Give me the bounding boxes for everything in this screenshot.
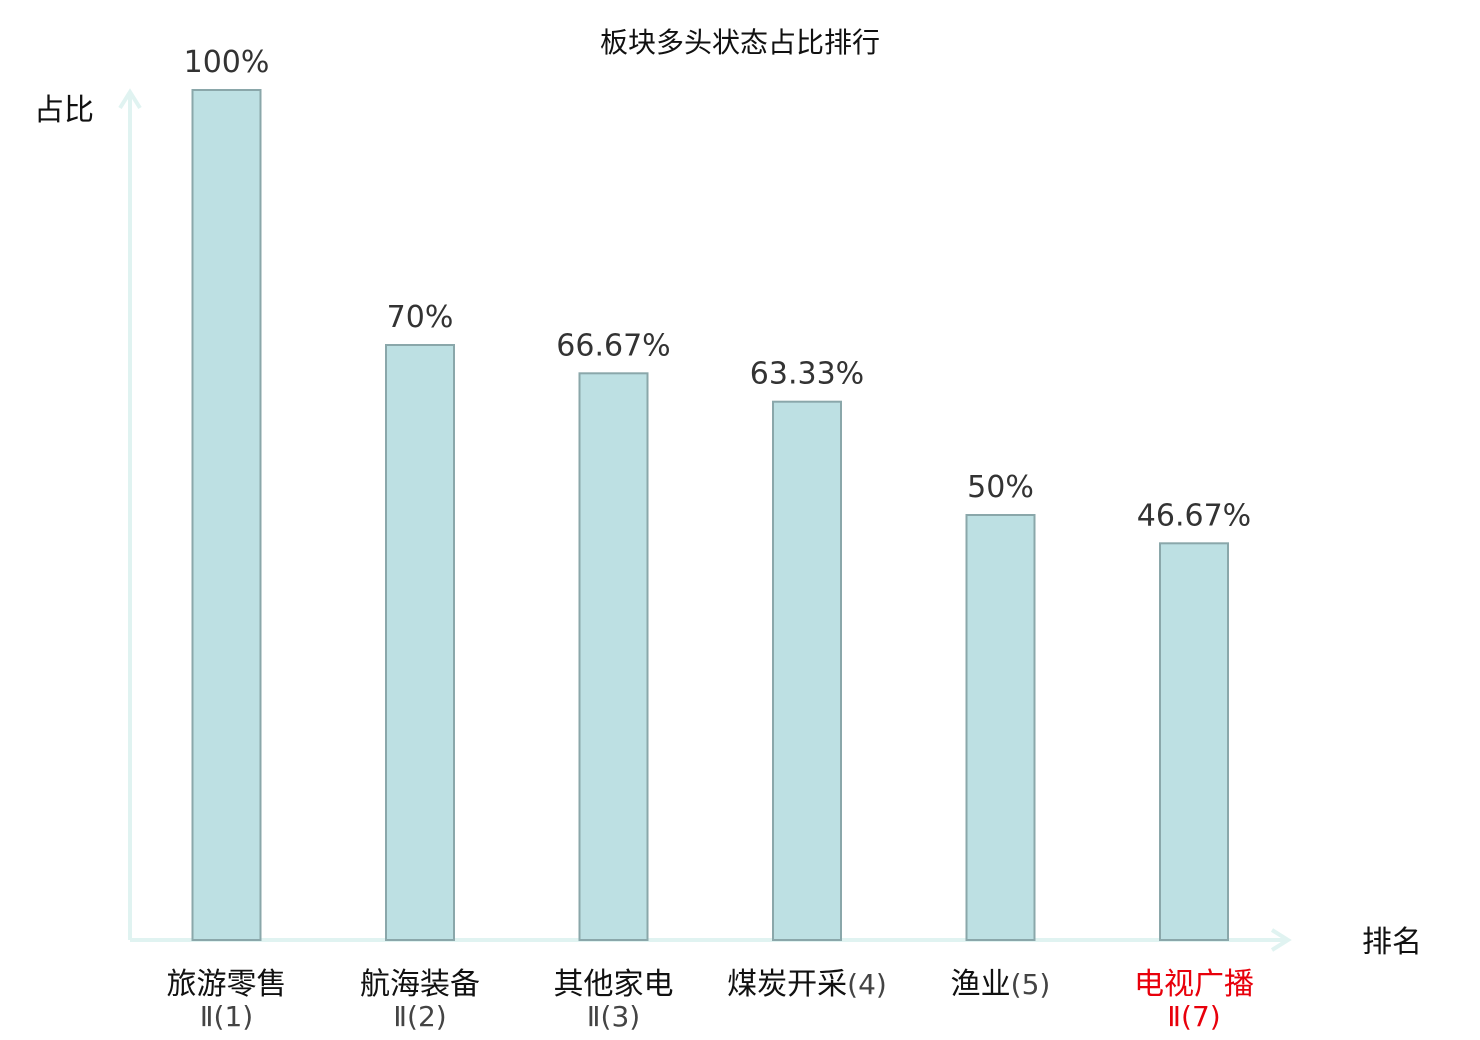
axes xyxy=(118,88,1292,952)
value-label: 100% xyxy=(184,45,270,80)
category-name: 煤炭开采 xyxy=(727,967,847,1002)
value-label: 70% xyxy=(387,300,454,335)
category-label: 电视广播 xyxy=(1134,967,1254,1002)
y-axis-arrow xyxy=(118,88,142,110)
bar xyxy=(772,400,842,941)
category-label: 渔业(5) xyxy=(951,967,1051,1002)
category-rank-label: Ⅱ(3) xyxy=(587,1000,640,1033)
category-label: 其他家电 xyxy=(554,967,674,1002)
category-rank-label: Ⅱ(2) xyxy=(393,1000,446,1033)
category-label: 航海装备 xyxy=(360,967,480,1002)
category-name: 渔业 xyxy=(951,967,1011,1002)
bar xyxy=(1159,542,1229,941)
bars-group xyxy=(191,89,1229,941)
value-labels-group: 100% 70% 66.67% 63.33% 50% 46.67% xyxy=(184,45,1252,533)
category-rank-label: Ⅱ(7) xyxy=(1167,1000,1220,1033)
bar xyxy=(578,372,649,941)
value-label: 63.33% xyxy=(750,357,864,392)
bar xyxy=(191,89,262,941)
bar xyxy=(965,514,1036,941)
x-axis-label: 排名 xyxy=(1362,925,1422,960)
category-rank-label: Ⅱ(1) xyxy=(200,1000,253,1033)
bar xyxy=(385,344,455,941)
category-rank-label: (5) xyxy=(1011,968,1051,1001)
category-rank-label: (4) xyxy=(847,968,887,1001)
value-label: 46.67% xyxy=(1137,498,1251,533)
value-label: 66.67% xyxy=(556,328,670,363)
category-label: 煤炭开采(4) xyxy=(727,967,887,1002)
x-axis-arrow xyxy=(1270,928,1292,952)
category-label: 旅游零售 xyxy=(167,967,287,1002)
chart-title: 板块多头状态占比排行 xyxy=(600,26,880,59)
y-axis-label: 占比 xyxy=(34,93,94,128)
value-label: 50% xyxy=(967,470,1034,505)
